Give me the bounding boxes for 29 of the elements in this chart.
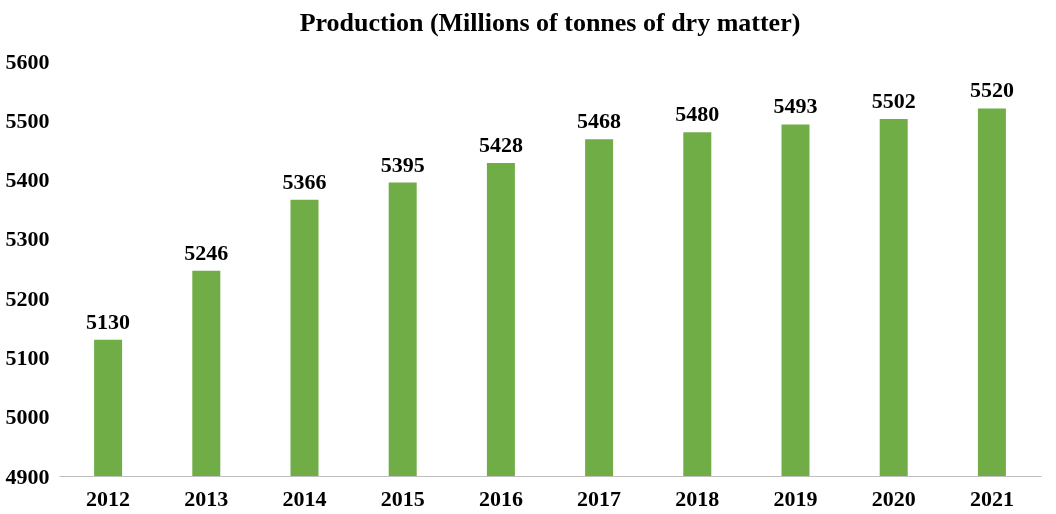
y-tick-label: 5400 (5, 167, 50, 193)
data-label: 5366 (282, 168, 327, 194)
x-tick-label: 2016 (478, 485, 523, 511)
x-tick-label: 2021 (969, 485, 1014, 511)
y-tick-label: 5600 (5, 48, 50, 74)
x-tick-label: 2018 (675, 485, 720, 511)
y-tick-label: 5000 (5, 404, 50, 430)
x-tick-label: 2017 (577, 485, 622, 511)
y-tick-label: 5100 (5, 344, 50, 370)
x-tick-label: 2019 (773, 485, 818, 511)
data-label: 5493 (773, 93, 818, 119)
data-label: 5246 (184, 239, 229, 265)
data-label: 5502 (871, 88, 916, 114)
x-tick-label: 2014 (282, 485, 327, 511)
y-tick-label: 5500 (5, 107, 50, 133)
chart-title: Production (Millions of tonnes of dry matter) (299, 8, 801, 37)
data-label: 5428 (478, 131, 523, 157)
x-tick-label: 2012 (86, 485, 131, 511)
data-label: 5480 (675, 101, 720, 127)
x-tick-label: 2015 (380, 485, 425, 511)
data-label: 5468 (577, 108, 622, 134)
y-tick-label: 5200 (5, 285, 50, 311)
x-tick-label: 2013 (184, 485, 229, 511)
data-label: 5395 (380, 151, 425, 177)
y-tick-label: 4900 (5, 463, 50, 489)
y-tick-label: 5300 (5, 226, 50, 252)
x-tick-label: 2020 (871, 485, 916, 511)
data-label: 5130 (86, 308, 131, 334)
data-label: 5520 (969, 77, 1014, 103)
